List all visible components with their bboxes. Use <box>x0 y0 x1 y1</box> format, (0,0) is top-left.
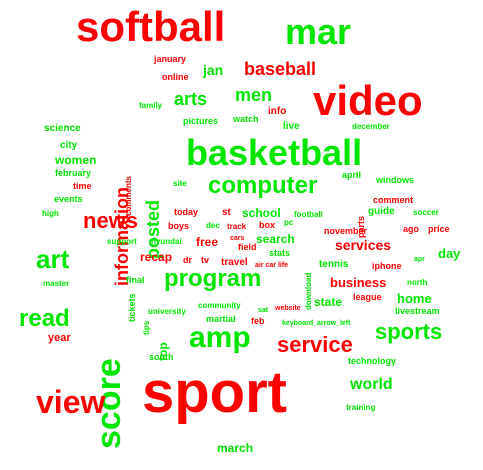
cloud-word: science <box>44 123 81 134</box>
cloud-word: march <box>217 441 254 455</box>
cloud-word: home <box>397 291 432 306</box>
cloud-word: arts <box>174 89 208 109</box>
cloud-word: north <box>407 278 428 287</box>
cloud-word: football <box>294 210 323 219</box>
cloud-word: today <box>174 207 199 217</box>
cloud-word: track <box>227 222 247 231</box>
cloud-word: travel <box>221 257 248 268</box>
cloud-word: info <box>268 106 287 117</box>
cloud-word: ago <box>403 224 420 234</box>
cloud-word: city <box>60 140 78 151</box>
cloud-word: january <box>154 54 187 64</box>
cloud-word: video <box>313 77 423 124</box>
cloud-word: cars <box>230 235 245 242</box>
cloud-word: technology <box>348 356 397 366</box>
cloud-word: art <box>36 244 70 274</box>
cloud-word: comment <box>373 195 414 205</box>
cloud-word: south <box>149 352 174 362</box>
cloud-word: day <box>438 246 461 261</box>
cloud-word: soccer <box>413 208 439 217</box>
cloud-word: master <box>43 279 70 288</box>
cloud-word: basketball <box>186 132 363 173</box>
cloud-word: stats <box>269 248 291 258</box>
cloud-word: view <box>36 384 106 420</box>
cloud-word: tips <box>142 320 151 335</box>
cloud-word: service <box>277 332 353 357</box>
cloud-word: pictures <box>183 116 219 126</box>
cloud-word: read <box>19 305 70 332</box>
cloud-word: livestream <box>395 306 440 316</box>
cloud-word: windows <box>376 175 414 185</box>
cloud-word: search <box>256 232 295 246</box>
cloud-word: sport <box>142 360 287 425</box>
cloud-word: mar <box>285 11 352 52</box>
cloud-word: final <box>126 275 145 285</box>
cloud-word: university <box>148 307 186 316</box>
cloud-word: st <box>222 207 231 218</box>
cloud-word: comments <box>124 175 133 216</box>
cloud-word: men <box>235 85 273 105</box>
cloud-word: high <box>42 209 59 218</box>
cloud-word: recap <box>140 250 173 264</box>
cloud-word: apr <box>414 256 425 263</box>
cloud-word: keyboard_arrow_left <box>282 320 351 327</box>
cloud-word: download <box>304 272 313 310</box>
cloud-word: air car life <box>255 262 289 269</box>
cloud-word: family <box>139 101 163 110</box>
cloud-word: computer <box>208 172 318 199</box>
cloud-word: hyundai <box>151 237 182 246</box>
cloud-word: events <box>54 194 83 204</box>
cloud-word: softball <box>76 3 226 50</box>
cloud-word: november <box>324 226 368 236</box>
cloud-word: martial <box>206 314 236 324</box>
cloud-word: site <box>173 179 187 188</box>
cloud-word: website <box>275 305 301 312</box>
cloud-word: baseball <box>244 59 317 79</box>
cloud-word: dec <box>206 221 220 230</box>
cloud-word: free <box>196 235 219 249</box>
cloud-word: sat <box>258 307 269 314</box>
cloud-word: watch <box>233 114 259 124</box>
cloud-word: amp <box>189 321 251 354</box>
cloud-word: league <box>353 292 382 302</box>
cloud-word: news <box>83 208 139 233</box>
cloud-word: price <box>428 224 450 234</box>
cloud-word: live <box>283 121 300 132</box>
cloud-word: guide <box>368 206 395 217</box>
cloud-word: feb <box>251 316 265 326</box>
cloud-word: community <box>198 301 241 310</box>
cloud-word: boys <box>168 221 190 231</box>
cloud-word: jan <box>203 62 224 78</box>
cloud-word: school <box>242 206 281 220</box>
cloud-word: iphone <box>372 261 402 271</box>
cloud-word: training <box>346 403 376 412</box>
cloud-word: april <box>342 170 362 180</box>
cloud-word: time <box>73 181 92 191</box>
cloud-word: box <box>259 220 276 230</box>
cloud-word: program <box>164 265 262 292</box>
cloud-word: tennis <box>319 259 349 270</box>
cloud-word: business <box>330 275 387 290</box>
cloud-word: tv <box>201 255 210 265</box>
cloud-word: pc <box>284 218 294 227</box>
cloud-word: services <box>335 237 392 253</box>
cloud-word: tickets <box>127 293 137 322</box>
cloud-word: women <box>55 153 97 167</box>
cloud-word: field <box>238 242 257 252</box>
cloud-word: december <box>352 122 390 131</box>
cloud-word: world <box>350 376 393 393</box>
cloud-word: year <box>48 332 71 344</box>
cloud-word: february <box>55 168 92 178</box>
cloud-word: online <box>162 72 189 82</box>
cloud-word: state <box>314 295 343 309</box>
cloud-word: support <box>107 237 137 246</box>
cloud-word: dr <box>183 255 192 265</box>
cloud-word: sports <box>375 319 443 344</box>
